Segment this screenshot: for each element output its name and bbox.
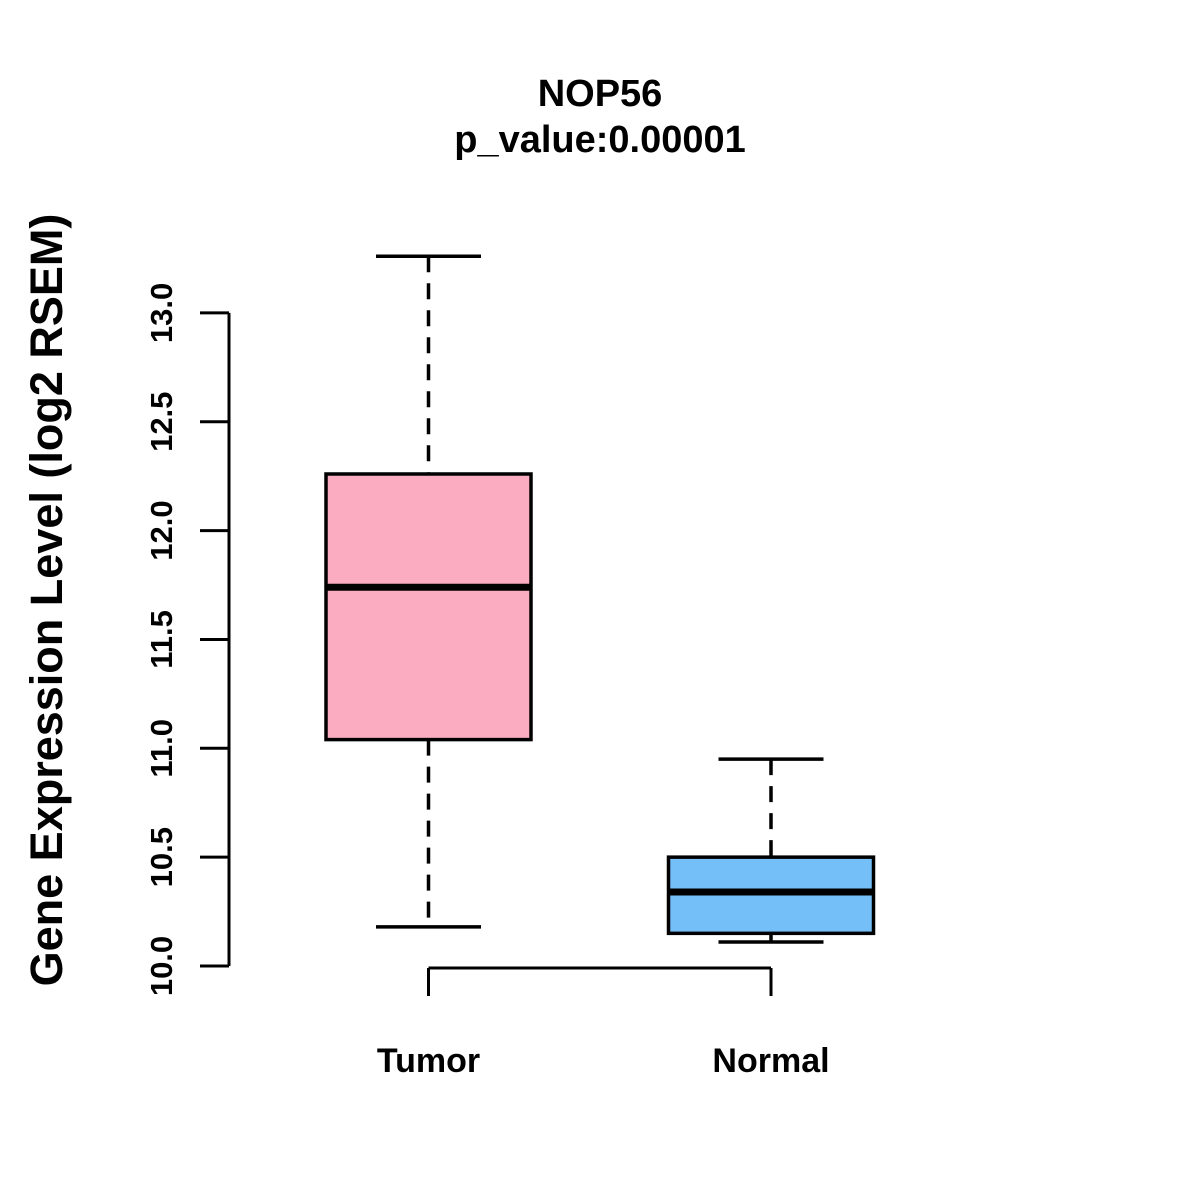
- axes-layer: [200, 311, 773, 996]
- y-tick-label: 11.0: [144, 719, 179, 778]
- boxes-layer: [324, 254, 876, 944]
- chart-title: NOP56: [538, 73, 663, 115]
- y-tick-label: 10.5: [144, 827, 179, 887]
- y-tick-label: 13.0: [144, 283, 179, 343]
- y-tick-label: 12.0: [144, 500, 179, 560]
- boxplot-group-normal: [666, 757, 876, 944]
- tumor-box: [324, 472, 533, 742]
- y-tick-label: 11.5: [144, 610, 179, 669]
- y-axis-label: Gene Expression Level (log2 RSEM): [21, 214, 72, 987]
- y-tick-label: 12.5: [144, 392, 179, 452]
- boxplot-group-tumor: [324, 254, 533, 929]
- y-tick-label: 10.0: [144, 936, 179, 996]
- chart-subtitle: p_value:0.00001: [454, 119, 746, 161]
- labels-layer: 10.0 10.5 11.0 11.5 12.0 12.5 13.0 Tumor Normal: [144, 283, 830, 1080]
- x-category-label-normal: Normal: [712, 1042, 829, 1080]
- x-category-label-tumor: Tumor: [377, 1042, 480, 1080]
